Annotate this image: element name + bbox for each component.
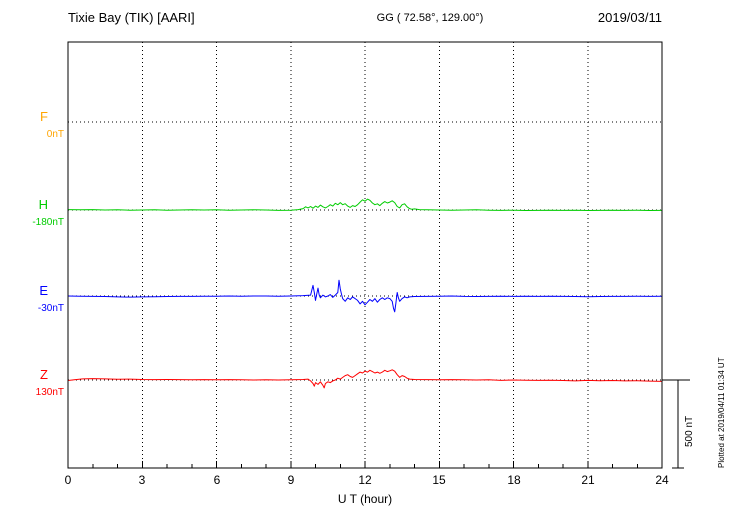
x-tick-label-15: 15 bbox=[432, 473, 446, 487]
series-label-E: E bbox=[39, 283, 48, 298]
series-label-Z: Z bbox=[40, 367, 48, 382]
series-label-F: F bbox=[40, 109, 48, 124]
x-axis-title: U T (hour) bbox=[337, 492, 393, 506]
x-tick-label-18: 18 bbox=[507, 473, 521, 487]
x-tick-label-9: 9 bbox=[287, 473, 295, 487]
plot-date: 2019/03/11 bbox=[597, 10, 662, 25]
series-baseline-label-E: -30nT bbox=[37, 303, 64, 314]
gridlines-group bbox=[141, 42, 589, 468]
x-tick-label-6: 6 bbox=[213, 473, 221, 487]
scale-bar-label: 500 nT bbox=[684, 416, 695, 447]
trace-Z bbox=[67, 369, 663, 389]
traces-group bbox=[67, 198, 663, 389]
series-baseline-label-Z: 130nT bbox=[35, 387, 64, 398]
series-label-H: H bbox=[38, 197, 48, 212]
series-baseline-label-F: 0nT bbox=[46, 129, 64, 140]
geographic-coords: GG ( 72.58°, 129.00°) bbox=[376, 12, 484, 24]
trace-H bbox=[67, 198, 663, 211]
baselines-group bbox=[68, 121, 662, 381]
station-title: Tixie Bay (TIK) [AARI] bbox=[68, 10, 195, 25]
trace-E bbox=[67, 279, 663, 313]
plot-frame bbox=[67, 41, 663, 469]
x-tick-label-12: 12 bbox=[358, 473, 372, 487]
series-baseline-label-H: -180nT bbox=[32, 217, 64, 228]
x-tick-label-24: 24 bbox=[655, 473, 669, 487]
x-tick-label-3: 3 bbox=[138, 473, 146, 487]
plotted-at-note: Plotted at 2019/04/11 01:34 UT bbox=[717, 357, 726, 468]
x-ticks-group bbox=[67, 461, 663, 468]
x-tick-label-0: 0 bbox=[64, 473, 72, 487]
x-tick-label-21: 21 bbox=[581, 473, 595, 487]
